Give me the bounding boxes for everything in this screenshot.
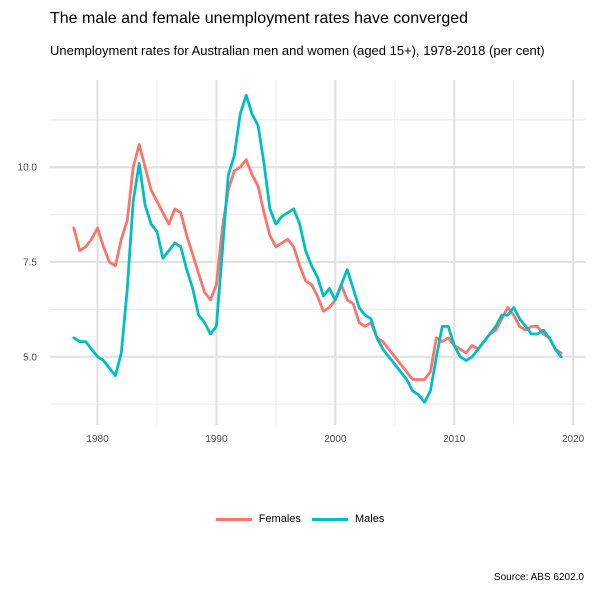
x-tick-label: 2000 (324, 434, 347, 445)
x-tick-label: 2020 (562, 434, 585, 445)
chart-subtitle: Unemployment rates for Australian men an… (50, 43, 545, 58)
major-gridlines (50, 80, 585, 425)
y-axis-ticks: 5.0 7.5 10.0 (18, 163, 38, 364)
y-tick-label: 10.0 (18, 163, 38, 174)
minor-gridlines (50, 80, 585, 425)
y-tick-label: 7.5 (23, 257, 37, 268)
x-tick-label: 1990 (205, 434, 228, 445)
series-line-males (72, 93, 563, 404)
legend-label-males: Males (355, 513, 385, 526)
legend: Females Males (0, 513, 600, 525)
legend-key-males (311, 517, 348, 521)
legend-item-males: Males (311, 513, 385, 526)
legend-label-females: Females (258, 513, 301, 526)
source-caption: Source: ABS 6202.0 (493, 572, 584, 583)
chart-title: The male and female unemployment rates h… (50, 10, 469, 27)
x-axis-ticks: 1980 1990 2000 2010 2020 (86, 434, 584, 445)
x-tick-label: 2010 (443, 434, 466, 445)
legend-key-females (215, 517, 252, 521)
y-tick-label: 5.0 (23, 352, 37, 363)
legend-item-females: Females (215, 513, 301, 526)
x-tick-label: 1980 (86, 434, 109, 445)
series-lines (72, 93, 563, 404)
